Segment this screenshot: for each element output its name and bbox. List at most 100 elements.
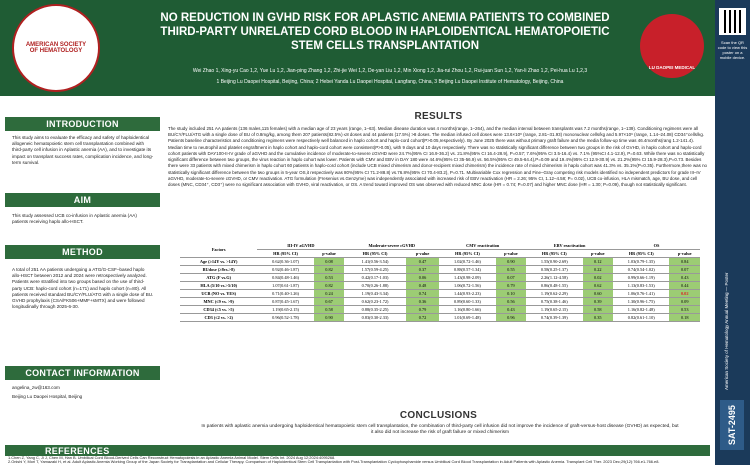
table-cell: 0.22 bbox=[582, 265, 614, 274]
header-cell: p-value bbox=[495, 249, 527, 258]
table-row: CD3 (≤2 vs. >2) 0.96(0.52-1.78) 0.90 0.83(0… bbox=[180, 313, 700, 322]
table-cell: 1.06(0.72-1.56) bbox=[439, 281, 496, 290]
table-row: MNC (≤9 vs. >9) 0.87(0.45-1.67) 0.67 0.62(0… bbox=[180, 297, 700, 306]
logo-text: LU DAOPEI MEDICAL bbox=[648, 65, 696, 70]
table-cell: 0.39 bbox=[582, 297, 614, 306]
table-cell: 0.72 bbox=[405, 313, 440, 322]
section-heading: INTRODUCTION bbox=[5, 117, 160, 131]
contact-address: Beijing Lu Daopei Hospital, Beijing bbox=[12, 394, 83, 399]
table-row: Age (≥14Y vs. >14Y) 0.62(0.36-1.07) 0.08 1.… bbox=[180, 257, 700, 266]
table-cell: 0.10 bbox=[495, 289, 527, 298]
header-cell: HR (95% CI) bbox=[613, 249, 670, 258]
table-cell: 0.99(0.66-1.19) bbox=[613, 273, 670, 282]
qr-code bbox=[719, 8, 746, 35]
table-cell: 0.56 bbox=[495, 297, 527, 306]
table-cell: 1.01(0.69-1.48) bbox=[439, 313, 496, 322]
table-cell: 0.90 bbox=[313, 313, 345, 322]
table-cell: 1.13(0.83-1.53) bbox=[613, 281, 670, 290]
table-row: ATG (F vs.G) 0.84(0.48-1.46) 0.53 0.42(0.17… bbox=[180, 273, 700, 282]
table-cell: 0.58 bbox=[582, 305, 614, 314]
table-row: HLA (5/10 vs.>5/10) 1.07(0.61-1.87) 0.82 0.… bbox=[180, 281, 700, 290]
table-cell: 0.82 bbox=[313, 281, 345, 290]
table-cell: 0.07 bbox=[669, 265, 700, 274]
results-text: The study included 251 AA patients (136 … bbox=[168, 126, 708, 188]
table-cell: 0.47 bbox=[405, 257, 440, 266]
sidebar bbox=[715, 0, 750, 465]
header-row: HR (95% CI) p-value HR (95% CI) p-value HR (… bbox=[180, 249, 700, 258]
table-cell: 2.26(1.12-4.58) bbox=[526, 273, 583, 282]
table-cell: 0.37 bbox=[405, 265, 440, 274]
table-cell: ATG (F vs.G) bbox=[180, 273, 258, 282]
table-cell: 0.79 bbox=[405, 305, 440, 314]
table-cell: 0.24 bbox=[313, 289, 345, 298]
table-cell: BUdose (≥8vs.>8) bbox=[180, 265, 258, 274]
table-cell: CD3 (≤2 vs. >2) bbox=[180, 313, 258, 322]
section-text: This study assessed UCB co-infusion in A… bbox=[12, 213, 137, 225]
header-band bbox=[0, 0, 715, 96]
table-cell: 1.19(0.62-2.29) bbox=[526, 289, 583, 298]
table-cell: CD34 (≤5 vs. >5) bbox=[180, 305, 258, 314]
table-cell: 0.84 bbox=[669, 257, 700, 266]
table-cell: 0.58(0.25-1.37) bbox=[526, 265, 583, 274]
table-row: CD34 (≤5 vs. >5) 1.19(0.65-2.15) 0.58 0.88(… bbox=[180, 305, 700, 314]
header-cell: p-value bbox=[405, 249, 440, 258]
table-cell: 1.06(0.76-1.41) bbox=[613, 289, 670, 298]
table-cell: 0.82(0.61-1.10) bbox=[613, 313, 670, 322]
table-cell: 0.44 bbox=[669, 281, 700, 290]
title: NO REDUCTION IN GVHD RISK FOR APLASTIC A… bbox=[160, 12, 610, 52]
authors: Wei Zhao 1, Xing-yu Cao 1,2, Yue Lu 1,2,… bbox=[192, 68, 588, 74]
table-cell: HLA (5/10 vs.>5/10) bbox=[180, 281, 258, 290]
header-cell: HR (95% CI) bbox=[257, 249, 314, 258]
table-cell: 0.62(0.23-1.72) bbox=[344, 297, 406, 306]
table-cell: 0.43 bbox=[495, 305, 527, 314]
section-heading: AIM bbox=[5, 193, 160, 207]
table-cell: 0.07 bbox=[495, 273, 527, 282]
table-cell: 0.96(0.52-1.78) bbox=[257, 313, 314, 322]
left-logo: AMERICAN SOCIETY OF HEMATOLOGY bbox=[12, 4, 100, 92]
table-cell: 1.16(0.80-1.66) bbox=[439, 305, 496, 314]
table-cell: 0.74(0.39-1.39) bbox=[526, 313, 583, 322]
table-cell: 0.06 bbox=[405, 273, 440, 282]
table-cell: 1.44(0.93-2.23) bbox=[439, 289, 496, 298]
conclusions-text: In patients with aplastic anemia undergo… bbox=[201, 424, 679, 436]
table-cell: 1.41(0.56-3.54) bbox=[344, 257, 406, 266]
vertical-text: American Society of Hematology Annual Me… bbox=[724, 272, 729, 390]
header-cell: HR (95% CI) bbox=[344, 249, 406, 258]
header-cell: p-value bbox=[313, 249, 345, 258]
table-cell: 0.18 bbox=[669, 313, 700, 322]
header-cell: Moderate-severe cGVHD bbox=[344, 242, 440, 250]
section-heading: REFERENCES bbox=[5, 445, 710, 456]
table-cell: 1.30(0.96-1.75) bbox=[613, 297, 670, 306]
table-cell: 1.02(0.72-1.46) bbox=[439, 257, 496, 266]
section-text: This study aims to evaluate the efficacy… bbox=[12, 135, 154, 165]
table-cell: 0.62 bbox=[582, 281, 614, 290]
table-cell: 0.42(0.17-1.03) bbox=[344, 273, 406, 282]
table-cell: 1.43(0.98-2.09) bbox=[439, 273, 496, 282]
header-cell: HR (95% CI) bbox=[526, 249, 583, 258]
table-row: UCB (NO vs. YES) 0.71(0.40-1.26) 0.24 1.19(… bbox=[180, 289, 700, 298]
table-wrap: Factors III-IV aGVHD Moderate-severe cGVHD… bbox=[180, 242, 700, 322]
section-heading: CONTACT INFORMATION bbox=[5, 366, 160, 380]
table-cell: 0.08 bbox=[313, 257, 345, 266]
table-cell: 1.16(0.82-1.48) bbox=[613, 305, 670, 314]
header-cell: Factors bbox=[180, 242, 258, 258]
table-cell: 0.67 bbox=[313, 297, 345, 306]
reference: 2.Onishi Y, Mori T, Yamazaki H, et al. A… bbox=[8, 459, 660, 465]
header-cell: CMV reactivation bbox=[439, 242, 527, 250]
table-cell: 1.55(0.90-2.69) bbox=[526, 257, 583, 266]
table-cell: 0.82 bbox=[313, 265, 345, 274]
header-row: Factors III-IV aGVHD Moderate-severe cGVHD… bbox=[180, 242, 700, 258]
table-cell: 0.12 bbox=[582, 257, 614, 266]
table-cell: UCB (NO vs. YES) bbox=[180, 289, 258, 298]
table-cell: 0.88(0.35-2.25) bbox=[344, 305, 406, 314]
references-list: 1.Chen Z, Yang C, Ji J, Chen M, Han B. U… bbox=[8, 455, 708, 465]
contact-email: angelina_zw@163.com bbox=[12, 385, 60, 390]
affiliations: 1 Beijing Lu Daopei Hospital, Beijing, C… bbox=[216, 79, 564, 85]
header-cell: EBV reactivation bbox=[526, 242, 614, 250]
table-cell: 0.62(0.36-1.07) bbox=[257, 257, 314, 266]
table-cell: 1.07(0.61-1.87) bbox=[257, 281, 314, 290]
header-cell: OS bbox=[613, 242, 700, 250]
table-cell: 0.60 bbox=[582, 289, 614, 298]
